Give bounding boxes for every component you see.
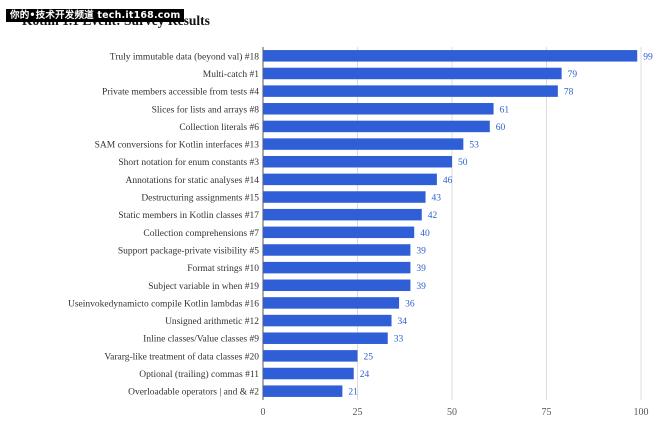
data-label: 40: [420, 229, 430, 239]
category-label: Vararg-like treatment of data classes #2…: [104, 351, 259, 362]
data-label: 99: [643, 52, 653, 62]
data-label: 25: [364, 352, 374, 362]
category-label: SAM conversions for Kotlin interfaces #1…: [95, 140, 260, 151]
data-label: 43: [432, 194, 442, 204]
category-label: Annotations for static analyses #14: [125, 175, 259, 186]
data-label: 24: [360, 370, 370, 380]
bar: [263, 138, 464, 150]
bar: [263, 173, 437, 186]
bar: [263, 85, 558, 97]
bar: [263, 120, 490, 133]
bar: [263, 226, 415, 239]
data-label: 46: [443, 176, 453, 186]
category-label: Overloadable operators | and & #2: [128, 388, 259, 398]
bar: [263, 244, 411, 256]
data-label: 60: [496, 123, 506, 133]
data-label: 36: [405, 299, 415, 309]
data-label: 78: [564, 88, 574, 98]
x-tick-label: 50: [447, 407, 457, 418]
data-label: 39: [416, 264, 426, 274]
category-label: Static members in Kotlin classes #17: [118, 211, 259, 221]
bar: [263, 191, 426, 203]
category-label: Format strings #10: [187, 264, 259, 274]
category-label: Short notation for enum constants #3: [118, 157, 259, 168]
category-label: Inline classes/Value classes #9: [143, 335, 259, 345]
bar: [263, 103, 494, 115]
category-label: Optional (trailing) commas #11: [139, 369, 259, 380]
data-label: 61: [500, 105, 510, 115]
x-tick-label: 25: [353, 407, 363, 418]
bar: [263, 385, 343, 397]
x-tick-label: 75: [542, 407, 552, 418]
watermark: 你的•技术开发频道 tech.it168.com: [6, 9, 185, 22]
category-label: Subject variable in when #19: [148, 282, 259, 292]
bar: [263, 208, 422, 221]
bar: [263, 332, 388, 344]
bar: [263, 155, 452, 168]
data-label: 39: [416, 282, 426, 292]
bar: [263, 50, 638, 62]
category-label: Truly immutable data (beyond val) #18: [110, 51, 259, 62]
data-label: 50: [458, 158, 468, 168]
x-tick-label: 100: [634, 407, 649, 418]
data-label: 79: [568, 70, 578, 80]
category-label: Multi-catch #1: [203, 70, 259, 80]
category-label: Support package-private visibility #5: [118, 246, 259, 256]
category-label: Useinvokedynamicto compile Kotlin lambda…: [68, 299, 259, 309]
bar: [263, 367, 354, 380]
bar: [263, 314, 392, 327]
bar: [263, 279, 411, 292]
data-label: 53: [469, 141, 479, 151]
category-label: Destructuring assignments #15: [141, 194, 259, 204]
category-label: Unsigned arithmetic #12: [165, 317, 259, 327]
bar: [263, 297, 400, 309]
data-label: 34: [398, 317, 408, 327]
category-label: Collection comprehensions #7: [143, 229, 259, 239]
category-label: Private members accessible from tests #4: [102, 87, 259, 98]
category-label: Collection literals #6: [179, 123, 259, 133]
data-label: 33: [394, 335, 404, 345]
bar: [263, 67, 562, 80]
data-label: 42: [428, 211, 438, 221]
data-label: 21: [348, 388, 358, 398]
category-label: Slices for lists and arrays #8: [152, 104, 260, 115]
bar: [263, 350, 358, 362]
data-label: 39: [416, 246, 426, 256]
bar: [263, 261, 411, 274]
x-tick-label: 0: [261, 407, 266, 418]
